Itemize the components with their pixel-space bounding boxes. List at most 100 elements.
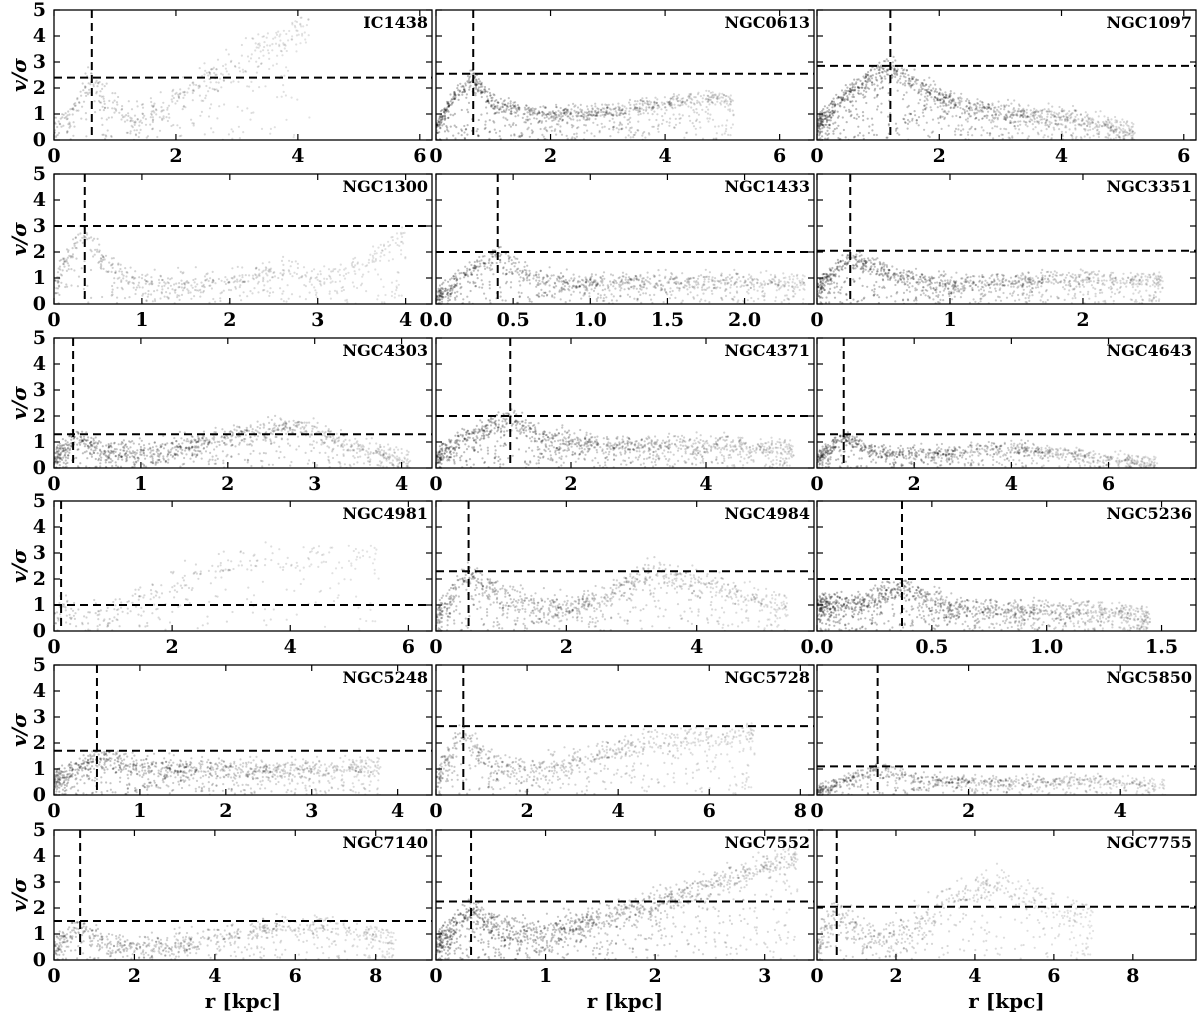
scatter-point	[647, 103, 650, 106]
scatter-point	[1028, 279, 1031, 282]
scatter-point	[76, 98, 79, 101]
scatter-point	[492, 93, 495, 96]
scatter-point	[700, 298, 703, 301]
scatter-point	[645, 96, 648, 100]
scatter-point	[818, 126, 821, 129]
scatter-point	[897, 280, 900, 283]
scatter-point	[861, 82, 865, 85]
scatter-point	[263, 284, 266, 287]
scatter-point	[991, 119, 994, 122]
scatter-point	[1126, 124, 1129, 127]
scatter-point	[944, 91, 947, 94]
scatter-point	[486, 266, 489, 269]
scatter-point	[103, 85, 106, 88]
scatter-point	[559, 130, 562, 134]
scatter-point	[446, 126, 449, 129]
scatter-point	[680, 97, 683, 100]
scatter-point	[1022, 113, 1025, 116]
scatter-point	[830, 112, 834, 115]
scatter-point	[504, 262, 507, 265]
scatter-point	[325, 277, 328, 281]
scatter-point	[966, 117, 970, 120]
scatter-point	[488, 267, 491, 270]
scatter-point	[1026, 125, 1029, 128]
scatter-point	[350, 262, 353, 265]
scatter-point	[208, 86, 211, 89]
scatter-point	[524, 121, 528, 124]
scatter-point	[871, 81, 874, 84]
scatter-point	[710, 101, 713, 104]
scatter-point	[464, 273, 467, 276]
scatter-point	[438, 116, 441, 119]
scatter-point	[665, 120, 668, 123]
scatter-point	[990, 121, 993, 124]
scatter-point	[150, 293, 153, 296]
scatter-point	[725, 94, 728, 98]
y-tick-label: 4	[33, 189, 46, 211]
scatter-point	[1031, 277, 1034, 280]
scatter-point	[1118, 131, 1121, 134]
scatter-point	[209, 284, 212, 287]
scatter-point	[477, 269, 480, 272]
scatter-point	[680, 282, 683, 285]
scatter-point	[613, 107, 616, 110]
scatter-point	[485, 100, 489, 103]
scatter-point	[763, 294, 766, 297]
scatter-point	[268, 279, 272, 282]
scatter-point	[1066, 112, 1069, 115]
scatter-point	[186, 91, 189, 94]
scatter-point	[917, 90, 920, 93]
scatter-point	[1093, 126, 1096, 129]
scatter-point	[319, 270, 322, 273]
scatter-point	[151, 128, 154, 131]
scatter-point	[67, 110, 70, 113]
scatter-point	[308, 280, 311, 283]
scatter-point	[466, 269, 469, 272]
scatter-point	[541, 111, 544, 114]
scatter-point	[720, 100, 723, 103]
scatter-point	[1106, 132, 1109, 135]
scatter-point	[438, 284, 442, 287]
scatter-point	[580, 297, 583, 300]
scatter-point	[301, 32, 304, 36]
scatter-point	[1104, 123, 1107, 126]
scatter-point	[596, 123, 599, 127]
scatter-point	[537, 292, 540, 295]
scatter-point	[229, 289, 233, 292]
scatter-point	[874, 76, 878, 79]
scatter-point	[937, 93, 940, 96]
scatter-point	[725, 279, 728, 282]
scatter-point	[1016, 114, 1019, 117]
scatter-point	[506, 118, 509, 121]
scatter-point	[65, 258, 68, 261]
scatter-point	[446, 102, 450, 105]
scatter-point	[460, 108, 463, 112]
scatter-point	[265, 272, 268, 275]
scatter-point	[904, 121, 907, 124]
scatter-point	[454, 96, 457, 99]
scatter-point	[108, 261, 111, 264]
scatter-point	[920, 93, 923, 96]
scatter-point	[953, 105, 956, 108]
scatter-point	[865, 81, 869, 84]
scatter-point	[744, 281, 747, 284]
scatter-point	[86, 93, 90, 96]
scatter-point	[635, 277, 638, 280]
scatter-point	[58, 265, 62, 268]
scatter-point	[839, 132, 842, 135]
scatter-point	[642, 292, 645, 295]
scatter-point	[578, 285, 581, 288]
scatter-point	[534, 273, 538, 276]
scatter-point	[127, 282, 130, 285]
scatter-point	[639, 273, 642, 277]
scatter-point	[243, 280, 246, 284]
scatter-point	[999, 127, 1002, 130]
scatter-point	[821, 124, 825, 127]
scatter-point	[528, 109, 531, 112]
scatter-point	[474, 81, 477, 84]
scatter-point	[939, 98, 942, 101]
scatter-point	[603, 277, 606, 280]
scatter-point	[822, 124, 825, 127]
scatter-point	[375, 252, 378, 255]
scatter-point	[456, 278, 459, 281]
